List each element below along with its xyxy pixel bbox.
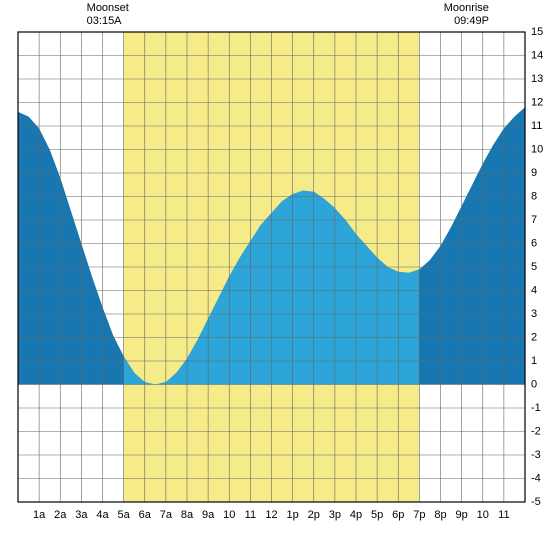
svg-text:10: 10: [223, 509, 235, 521]
svg-text:9: 9: [531, 167, 537, 179]
tide-chart: 1a2a3a4a5a6a7a8a9a1011121p2p3p4p5p6p7p8p…: [0, 0, 550, 550]
svg-text:8a: 8a: [181, 509, 194, 521]
svg-text:5: 5: [531, 261, 537, 273]
svg-text:8: 8: [531, 190, 537, 202]
moonset-label: Moonset 03:15A: [87, 2, 129, 28]
svg-text:2p: 2p: [308, 509, 320, 521]
svg-text:-2: -2: [531, 425, 541, 437]
svg-text:0: 0: [531, 378, 537, 390]
svg-text:7a: 7a: [160, 509, 173, 521]
svg-text:3a: 3a: [75, 509, 88, 521]
chart-svg: 1a2a3a4a5a6a7a8a9a1011121p2p3p4p5p6p7p8p…: [0, 0, 550, 550]
moonrise-time: 09:49P: [429, 15, 489, 28]
svg-text:11: 11: [531, 120, 542, 132]
svg-text:8p: 8p: [434, 509, 446, 521]
svg-text:6p: 6p: [392, 509, 404, 521]
moonrise-label: Moonrise 09:49P: [429, 2, 489, 28]
svg-text:4p: 4p: [350, 509, 362, 521]
svg-text:11: 11: [245, 509, 256, 521]
svg-text:2a: 2a: [54, 509, 67, 521]
moonset-title: Moonset: [87, 2, 129, 15]
svg-text:10: 10: [531, 143, 543, 155]
svg-text:11: 11: [498, 509, 509, 521]
svg-text:2: 2: [531, 331, 537, 343]
svg-text:-1: -1: [531, 402, 541, 414]
svg-text:12: 12: [531, 96, 543, 108]
svg-text:-5: -5: [531, 496, 541, 508]
svg-text:9p: 9p: [456, 509, 468, 521]
svg-text:4a: 4a: [96, 509, 109, 521]
svg-text:5p: 5p: [371, 509, 383, 521]
svg-text:15: 15: [531, 26, 543, 38]
svg-text:1a: 1a: [33, 509, 46, 521]
svg-text:4: 4: [531, 284, 537, 296]
svg-text:1: 1: [531, 355, 537, 367]
svg-text:7: 7: [531, 214, 537, 226]
svg-text:7p: 7p: [413, 509, 425, 521]
svg-text:1p: 1p: [287, 509, 299, 521]
svg-text:5a: 5a: [118, 509, 131, 521]
svg-text:6: 6: [531, 237, 537, 249]
svg-text:6a: 6a: [139, 509, 152, 521]
svg-text:3p: 3p: [329, 509, 341, 521]
moonset-time: 03:15A: [87, 15, 129, 28]
svg-text:3: 3: [531, 308, 537, 320]
svg-text:-3: -3: [531, 449, 541, 461]
svg-text:-4: -4: [531, 472, 541, 484]
svg-text:13: 13: [531, 73, 543, 85]
svg-text:9a: 9a: [202, 509, 215, 521]
svg-text:10: 10: [477, 509, 489, 521]
svg-text:12: 12: [265, 509, 277, 521]
moonrise-title: Moonrise: [429, 2, 489, 15]
svg-text:14: 14: [531, 49, 543, 61]
